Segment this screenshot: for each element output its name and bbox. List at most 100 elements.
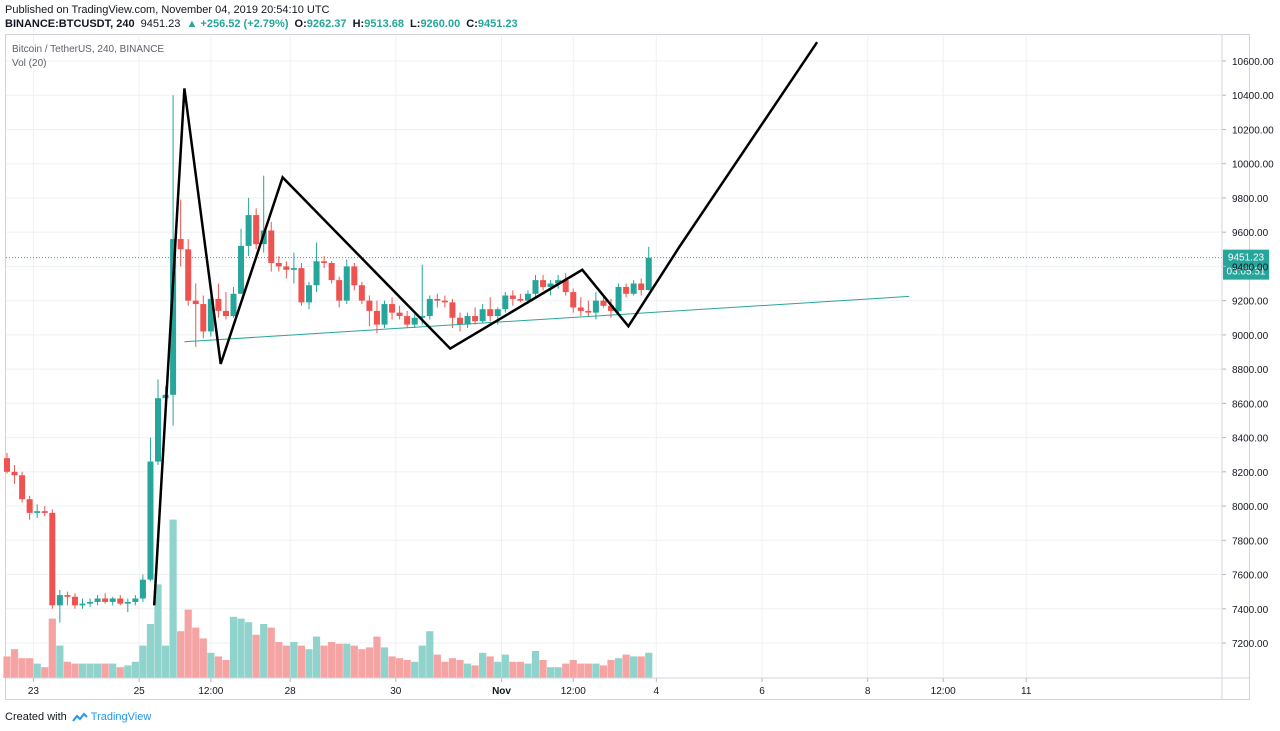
volume-bar bbox=[56, 645, 64, 678]
countdown-label: 03:05:51 bbox=[1227, 267, 1266, 278]
volume-bar bbox=[26, 658, 34, 678]
candle-body bbox=[366, 300, 373, 311]
x-tick-label: Nov bbox=[492, 686, 511, 697]
candle-body bbox=[502, 295, 509, 310]
candle-body bbox=[56, 595, 63, 606]
chart-frame bbox=[5, 34, 1250, 700]
volume-bar bbox=[448, 658, 457, 678]
candle-body bbox=[200, 304, 207, 332]
candle-body bbox=[147, 461, 154, 580]
volume-bar bbox=[124, 665, 132, 678]
x-tick-label: 12:00 bbox=[198, 686, 223, 697]
y-tick-label: 10000.00 bbox=[1232, 160, 1274, 171]
volume-bar bbox=[71, 663, 79, 678]
candle-body bbox=[638, 283, 645, 291]
volume-bar bbox=[10, 649, 19, 678]
volume-bar bbox=[592, 663, 600, 678]
volume-bar bbox=[237, 618, 245, 678]
candle-body bbox=[404, 316, 411, 325]
candle-body bbox=[343, 266, 350, 301]
volume-bar bbox=[222, 660, 230, 678]
candle-body bbox=[321, 261, 328, 263]
x-tick-label: 12:00 bbox=[561, 686, 586, 697]
published-line: Published on TradingView.com, November 0… bbox=[5, 4, 330, 16]
volume-bar bbox=[350, 645, 358, 678]
candle-body bbox=[109, 598, 116, 602]
high-key: H: bbox=[352, 18, 365, 30]
grid bbox=[6, 35, 1222, 678]
volume-bar bbox=[260, 624, 268, 678]
candle-body bbox=[87, 601, 94, 604]
candle-body bbox=[64, 595, 71, 597]
volume-bar bbox=[161, 645, 170, 678]
candle-body bbox=[472, 316, 479, 322]
low-value: 9260.00 bbox=[420, 18, 461, 30]
candle-body bbox=[434, 298, 441, 301]
candle-body bbox=[577, 307, 584, 311]
x-tick-label: 30 bbox=[390, 686, 402, 697]
high-value: 9513.68 bbox=[364, 18, 404, 30]
volume-bar bbox=[562, 663, 570, 678]
y-tick-label: 9400.00 bbox=[1232, 262, 1269, 273]
volume-bar bbox=[577, 663, 585, 678]
candle-body bbox=[132, 598, 139, 602]
volume-bar bbox=[229, 616, 238, 678]
candle-body bbox=[79, 603, 86, 606]
candle-body bbox=[139, 579, 146, 599]
candle-body bbox=[509, 295, 516, 299]
y-tick-label: 8600.00 bbox=[1232, 399, 1269, 410]
y-tick-label: 8200.00 bbox=[1232, 468, 1269, 479]
pattern-zigzag-line bbox=[152, 41, 819, 606]
y-tick-label: 8800.00 bbox=[1232, 365, 1269, 376]
volume-bar bbox=[320, 645, 328, 678]
x-tick-label: 8 bbox=[865, 686, 871, 697]
y-tick-label: 10600.00 bbox=[1232, 57, 1274, 68]
candle-body bbox=[185, 249, 192, 301]
y-tick-label: 9600.00 bbox=[1232, 228, 1269, 239]
volume-bar bbox=[486, 656, 494, 678]
volume-bar bbox=[380, 647, 389, 678]
candle-body bbox=[298, 268, 305, 303]
candle-body bbox=[562, 280, 569, 293]
volume-bar bbox=[94, 663, 102, 678]
volume-bar bbox=[245, 622, 253, 678]
footer: Created with TradingView bbox=[5, 711, 151, 723]
volume-bar bbox=[509, 661, 517, 678]
volume-bar bbox=[501, 654, 509, 678]
volume-bar bbox=[18, 658, 26, 678]
volume-bar bbox=[207, 652, 215, 678]
candle-body bbox=[19, 475, 26, 500]
candle-body bbox=[170, 239, 177, 395]
y-tick-label: 9000.00 bbox=[1232, 331, 1269, 342]
candle-body bbox=[238, 245, 245, 294]
volume-bar bbox=[433, 654, 441, 678]
candle-body bbox=[570, 292, 577, 308]
y-tick-label: 8400.00 bbox=[1232, 434, 1269, 445]
volume-bar bbox=[305, 649, 313, 678]
volume-bar bbox=[131, 661, 139, 678]
candle-body bbox=[283, 266, 290, 270]
volume-bar bbox=[614, 658, 623, 678]
candle-body bbox=[630, 283, 637, 294]
candle-body bbox=[389, 304, 396, 313]
symbol-ohlc-line: BINANCE:BTCUSDT, 240 9451.23 ▲ +256.52 (… bbox=[5, 18, 521, 30]
x-tick-label: 12:00 bbox=[931, 686, 956, 697]
series-legend: Bitcoin / TetherUS, 240, BINANCE bbox=[12, 44, 165, 55]
last-price-label: 9451.23 bbox=[140, 18, 181, 30]
volume-bar bbox=[63, 661, 71, 678]
volume-bar bbox=[199, 638, 207, 678]
tradingview-logo[interactable]: TradingView bbox=[71, 711, 151, 723]
drawings: 9451.23 03:05:51 bbox=[6, 41, 1269, 606]
volume-bar bbox=[426, 631, 434, 678]
candle-body bbox=[192, 300, 199, 305]
last-price-tag bbox=[1223, 249, 1269, 280]
x-tick-label: 25 bbox=[134, 686, 146, 697]
candle-body bbox=[11, 471, 18, 476]
y-tick-label: 10200.00 bbox=[1232, 125, 1274, 136]
open-value: 9262.37 bbox=[306, 18, 347, 30]
volume-bar bbox=[48, 618, 56, 678]
volume-bar bbox=[169, 519, 177, 678]
trend-line bbox=[184, 295, 910, 343]
candle-body bbox=[71, 596, 78, 606]
